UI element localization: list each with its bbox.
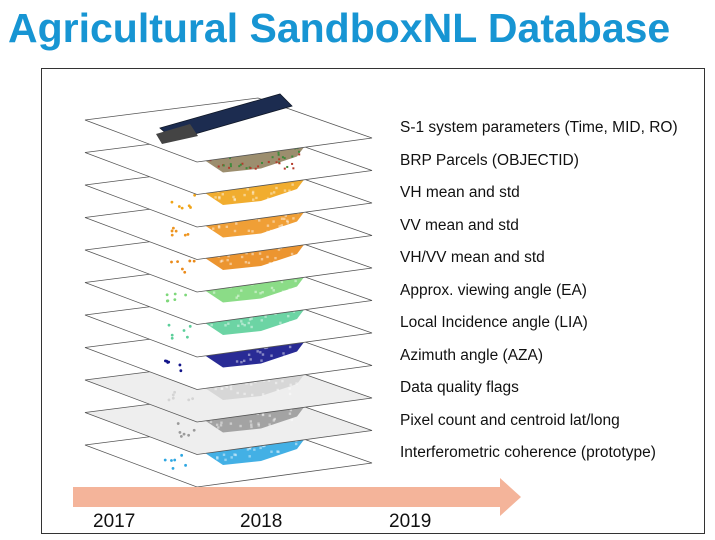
year-2017-label: 2017 <box>93 511 136 532</box>
satellite-body <box>156 124 198 144</box>
layer-label-10: Pixel count and centroid lat/long <box>400 411 620 429</box>
layer-label-3: VH mean and std <box>400 184 520 201</box>
year-2018-label: 2018 <box>240 511 283 532</box>
layer-label-1: S-1 system parameters (Time, MID, RO) <box>400 119 678 136</box>
layer-label-7: Local Incidence angle (LIA) <box>400 314 588 331</box>
layer-label-11: Interferometric coherence (prototype) <box>400 444 656 461</box>
layer-sheet-1 <box>84 93 373 163</box>
layer-label-5: VH/VV mean and std <box>400 249 545 266</box>
layer-label-6: Approx. viewing angle (EA) <box>400 281 587 299</box>
layer-label-9: Data quality flags <box>400 379 519 396</box>
layer-label-8: Azimuth angle (AZA) <box>400 346 543 364</box>
page-title: Agricultural SandboxNL Database <box>8 5 671 51</box>
layer-label-2: BRP Parcels (OBJECTID) <box>400 151 579 169</box>
layer-label-4: VV mean and std <box>400 216 519 234</box>
year-2019-label: 2019 <box>389 511 432 532</box>
timeline-arrow <box>73 478 521 516</box>
